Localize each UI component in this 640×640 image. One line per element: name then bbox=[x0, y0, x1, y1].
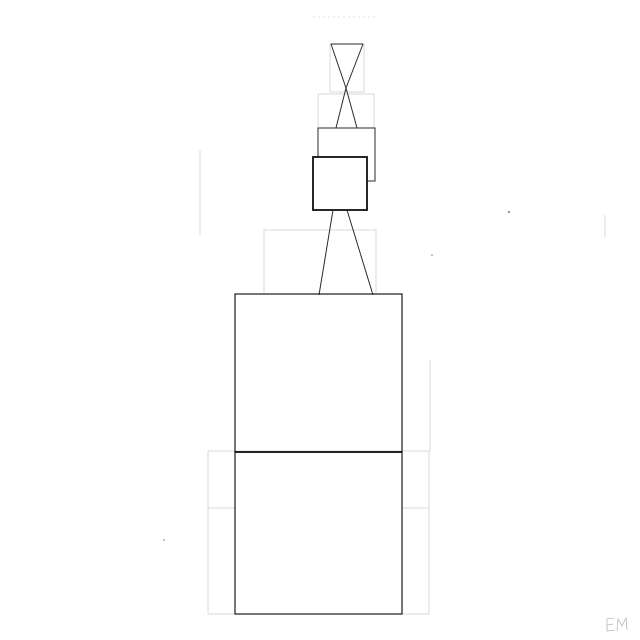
top-hourglass bbox=[330, 43, 364, 129]
lower-large-square bbox=[234, 451, 403, 615]
top-lower-left-edge bbox=[335, 87, 347, 129]
speck bbox=[431, 254, 433, 256]
guide-box-upper bbox=[317, 93, 375, 129]
signature-monogram bbox=[606, 616, 628, 632]
paper-specks bbox=[163, 211, 510, 541]
guide-box-base bbox=[207, 450, 430, 615]
middle-connector bbox=[318, 209, 374, 296]
speck bbox=[163, 539, 165, 541]
top-triangle-right-edge bbox=[345, 43, 364, 89]
front-small-square bbox=[312, 156, 368, 211]
connector-right-edge bbox=[346, 209, 374, 296]
upper-large-square bbox=[234, 293, 403, 453]
top-triangle-left-edge bbox=[330, 43, 347, 89]
connector-left-edge bbox=[318, 209, 334, 296]
signature-letter-e bbox=[606, 617, 616, 632]
guide-box-middle bbox=[263, 229, 377, 295]
speck bbox=[508, 211, 510, 213]
signature-letter-m bbox=[616, 616, 628, 632]
top-lower-right-edge bbox=[345, 87, 358, 129]
small-squares bbox=[312, 127, 376, 211]
large-squares bbox=[234, 293, 403, 615]
